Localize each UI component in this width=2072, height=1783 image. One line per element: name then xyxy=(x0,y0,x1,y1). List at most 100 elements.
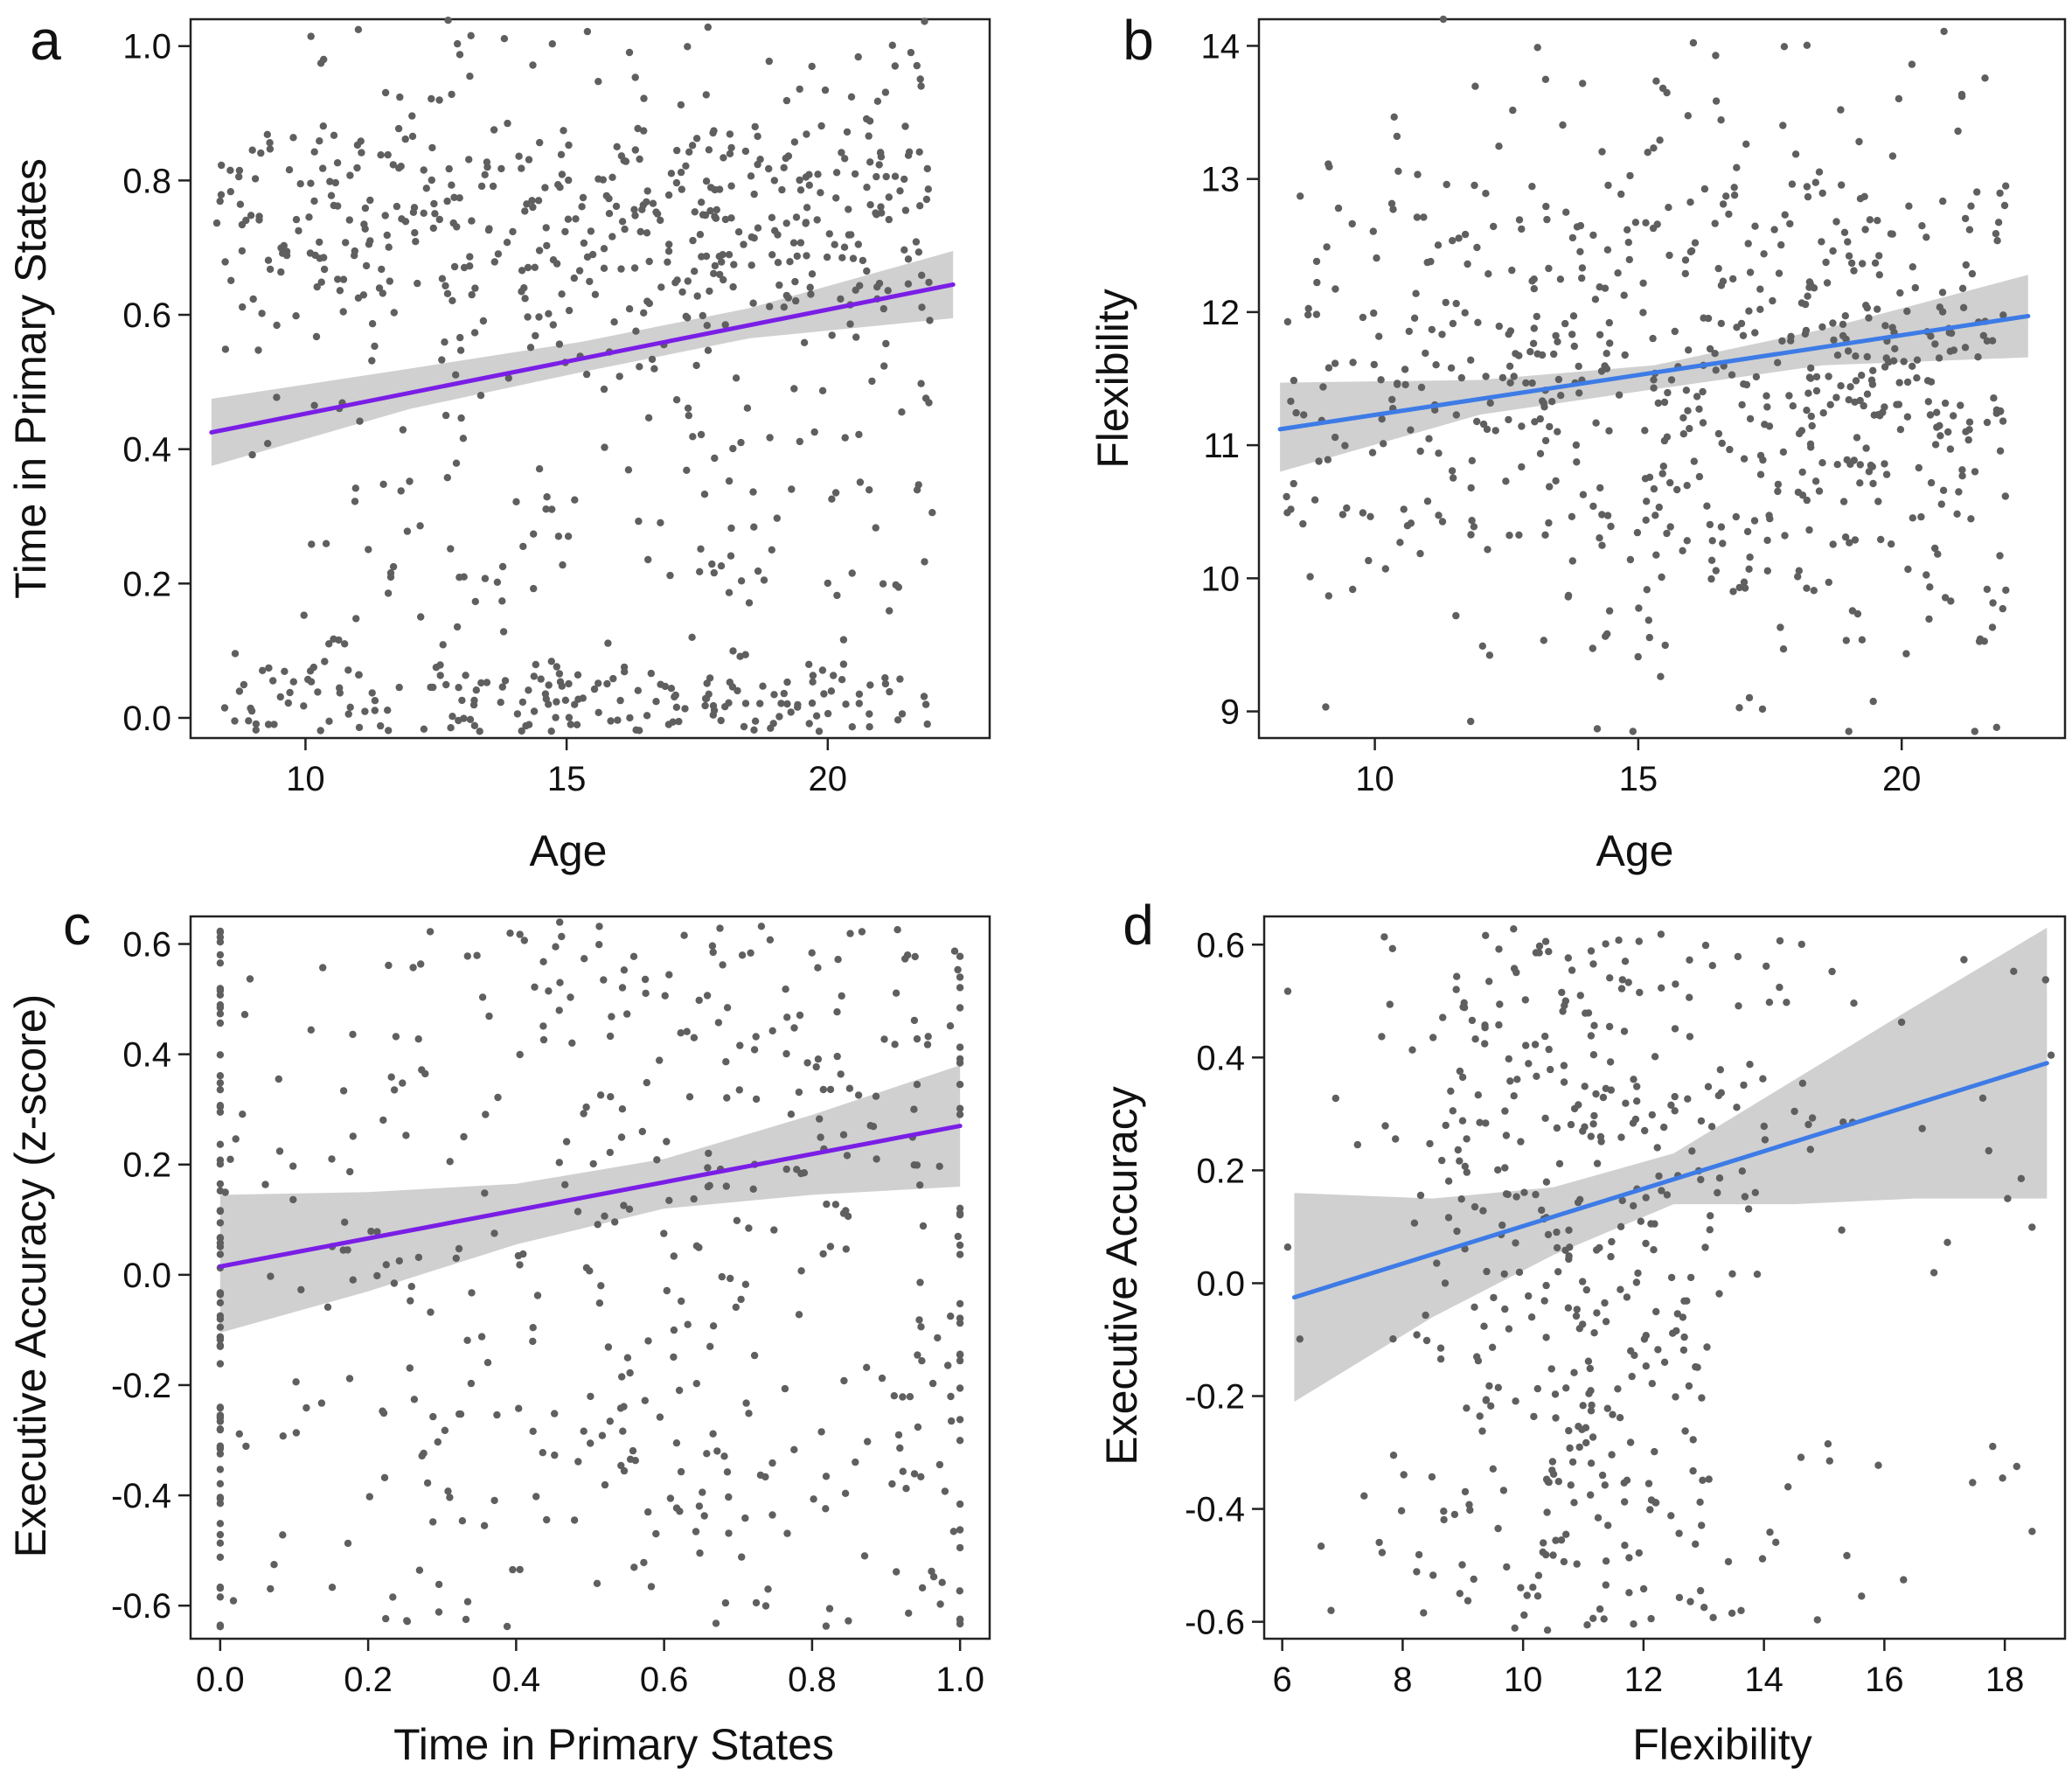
data-point xyxy=(580,1110,588,1118)
data-point xyxy=(681,705,689,713)
data-point xyxy=(572,215,580,223)
data-point xyxy=(751,717,760,725)
data-point xyxy=(1420,1609,1428,1617)
data-point xyxy=(613,143,621,150)
data-point xyxy=(709,1430,717,1438)
data-point xyxy=(740,722,748,731)
data-point xyxy=(632,726,640,734)
data-point xyxy=(845,1084,854,1092)
data-point xyxy=(494,1093,502,1102)
data-point xyxy=(1744,240,1752,247)
data-point xyxy=(1490,222,1498,231)
data-point xyxy=(1617,985,1626,992)
data-point xyxy=(545,681,553,689)
data-point xyxy=(1950,346,1958,354)
data-point xyxy=(1643,498,1651,505)
data-point xyxy=(390,1279,399,1287)
data-point xyxy=(325,717,333,725)
y-axis-d: -0.6-0.4-0.20.00.20.40.6 xyxy=(1185,926,1264,1642)
data-point xyxy=(1506,379,1514,387)
x-tick-label-a: 20 xyxy=(809,760,848,798)
data-point xyxy=(295,226,302,235)
data-point xyxy=(916,75,924,83)
x-axis-c: 0.0 0.2 0.4 0.6 0.8 1.0 xyxy=(196,1639,984,1699)
x-tick-label-c: 0.2 xyxy=(344,1661,393,1699)
data-point xyxy=(866,486,873,494)
data-point xyxy=(1518,463,1526,471)
data-point xyxy=(1760,1122,1769,1131)
data-point xyxy=(414,1035,422,1043)
data-point xyxy=(621,225,629,233)
data-point xyxy=(2000,201,2009,210)
data-point xyxy=(445,164,453,173)
data-point xyxy=(1825,578,1832,587)
data-point xyxy=(860,1552,869,1560)
data-point xyxy=(719,961,727,969)
data-point xyxy=(790,385,798,393)
regression-line xyxy=(209,282,956,435)
data-point xyxy=(1408,1046,1416,1054)
data-point xyxy=(808,949,816,957)
data-point xyxy=(1776,937,1784,945)
data-point xyxy=(598,1431,607,1439)
data-point xyxy=(1510,373,1518,380)
data-point xyxy=(1936,303,1943,311)
data-point xyxy=(721,1598,730,1607)
data-point xyxy=(1452,299,1460,308)
data-point xyxy=(1464,260,1471,268)
data-point xyxy=(1909,362,1916,370)
data-point xyxy=(1869,697,1877,706)
data-point xyxy=(1981,74,1989,82)
data-point xyxy=(1386,1000,1394,1008)
data-point xyxy=(838,149,845,157)
data-point xyxy=(885,193,893,201)
data-point xyxy=(1992,723,2000,731)
data-point xyxy=(1558,988,1566,997)
data-point xyxy=(1787,337,1795,345)
data-point xyxy=(1810,587,1818,595)
data-point xyxy=(629,952,638,961)
data-point xyxy=(1774,480,1783,489)
data-point xyxy=(1536,449,1545,457)
data-point xyxy=(1442,298,1450,307)
data-point xyxy=(468,290,476,299)
data-point xyxy=(880,304,887,313)
data-point xyxy=(914,248,923,256)
data-point xyxy=(1628,1372,1636,1381)
y-tick-label-d: 0.0 xyxy=(1196,1264,1245,1303)
data-point xyxy=(608,173,616,181)
data-point xyxy=(1756,285,1764,293)
data-point xyxy=(1862,444,1870,452)
data-point xyxy=(1804,1120,1812,1129)
data-point xyxy=(956,1250,964,1258)
data-point xyxy=(706,206,714,215)
x-axis-title-a: Age xyxy=(530,826,608,875)
data-point xyxy=(1554,428,1561,435)
data-point xyxy=(530,672,538,680)
data-point xyxy=(2047,1051,2055,1059)
data-point xyxy=(716,924,724,932)
data-point xyxy=(216,1219,225,1227)
data-point xyxy=(1464,1597,1472,1605)
data-point xyxy=(872,209,880,217)
data-point xyxy=(498,597,506,605)
data-point xyxy=(1985,1146,1992,1155)
data-point xyxy=(1850,456,1858,464)
data-point xyxy=(822,1505,830,1513)
data-point xyxy=(1422,1311,1429,1320)
data-point xyxy=(1473,417,1481,426)
data-point xyxy=(543,1515,551,1524)
data-point xyxy=(1401,380,1409,389)
data-point xyxy=(1657,672,1665,680)
data-point xyxy=(1607,1086,1616,1094)
data-point xyxy=(1587,1032,1596,1040)
data-point xyxy=(519,542,527,551)
data-point xyxy=(653,210,662,218)
data-point xyxy=(422,185,430,192)
data-point xyxy=(1460,1004,1469,1012)
data-point xyxy=(371,707,379,714)
data-point xyxy=(1735,1002,1742,1010)
data-point xyxy=(1646,1506,1654,1514)
data-point xyxy=(783,1013,791,1021)
data-point xyxy=(490,1496,498,1505)
